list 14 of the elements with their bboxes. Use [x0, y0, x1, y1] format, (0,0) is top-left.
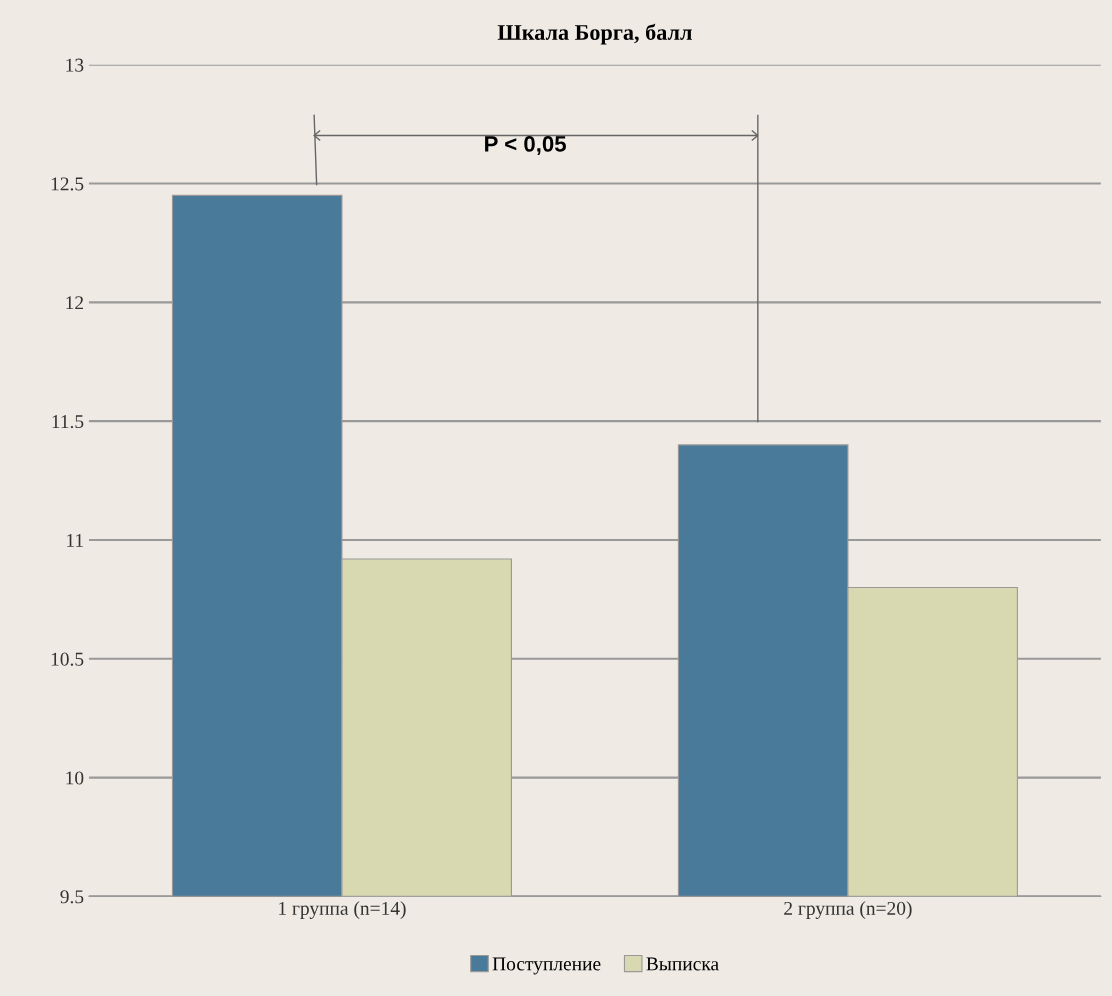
y-tick-label: 12 — [66, 296, 84, 310]
annotation: P < 0,05 — [485, 136, 566, 155]
chart-title: Шкала Борга, балл — [497, 23, 692, 45]
y-tick-label: 12.5 — [51, 177, 84, 191]
y-tick-label: 13 — [66, 58, 84, 72]
x-tick-label: 2 группа (n=20) — [784, 901, 912, 919]
y-tick-label: 10.5 — [51, 652, 84, 666]
y-tick-label: 9.5 — [60, 890, 84, 904]
y-tick-label: 11.5 — [52, 415, 84, 429]
legend-label: Поступление — [492, 957, 601, 975]
legend-label: Выписка — [646, 957, 719, 971]
x-tick-label: 1 группа (n=14) — [279, 901, 406, 919]
y-tick-label: 10 — [66, 771, 84, 785]
y-tick-label: 11 — [67, 533, 83, 547]
